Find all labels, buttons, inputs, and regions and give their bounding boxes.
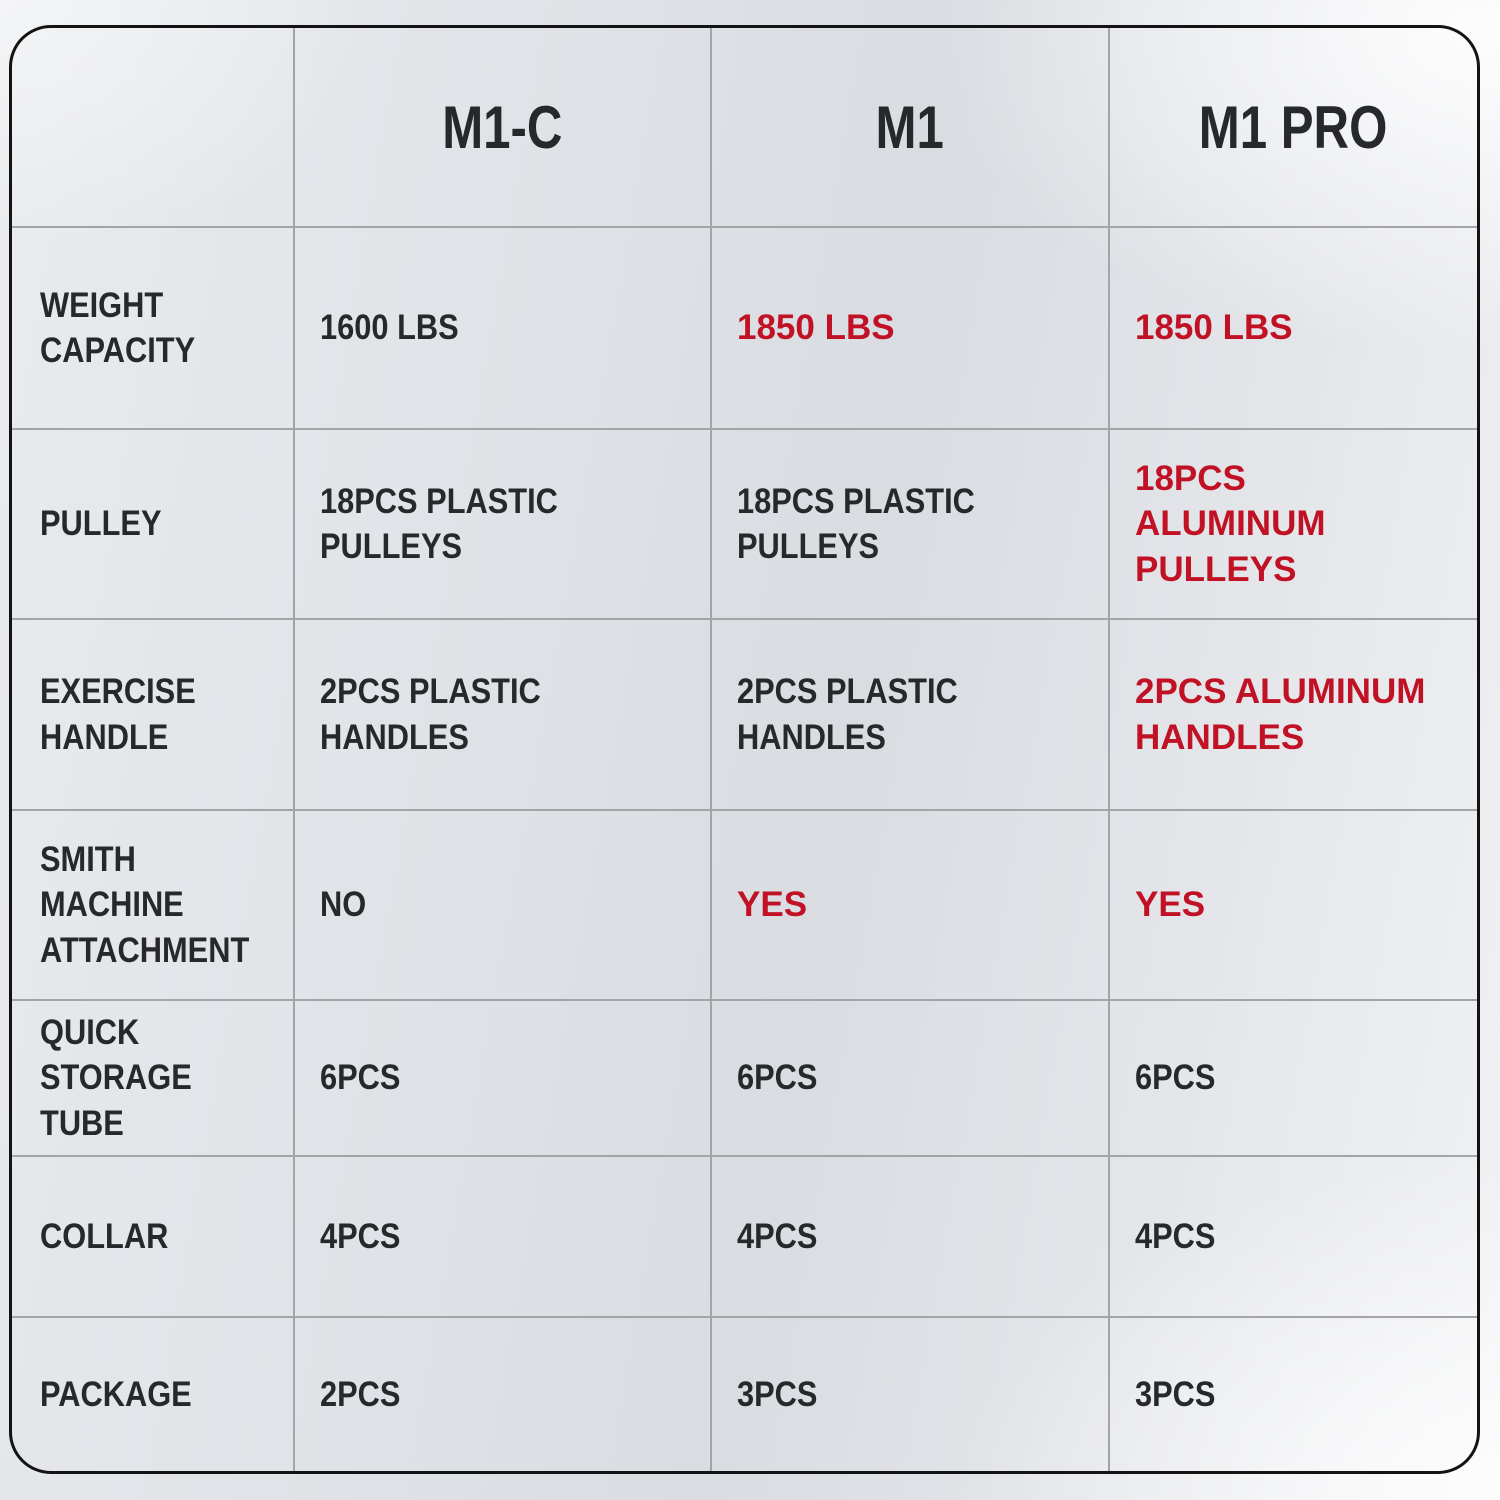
value-collar-m1c: 4PCS <box>295 1157 712 1318</box>
value-quick-storage-m1pro: 6PCS <box>1110 1001 1477 1157</box>
row-label-text: EXERCISE HANDLE <box>40 672 196 757</box>
value-text: 18PCS PLASTIC PULLEYS <box>320 481 558 567</box>
value-smith-machine-m1c: NO <box>295 811 712 1001</box>
value-exercise-handle-m1: 2PCS PLASTIC HANDLES <box>712 620 1110 811</box>
value-text: 1850 LBS <box>737 308 895 348</box>
value-smith-machine-m1: YES <box>712 811 1110 1001</box>
header-cell-m1: M1 <box>712 28 1110 228</box>
value-package-m1c: 2PCS <box>295 1318 712 1471</box>
value-text: 2PCS ALUMINUM HANDLES <box>1135 672 1426 757</box>
row-label-exercise-handle: EXERCISE HANDLE <box>12 620 295 811</box>
value-quick-storage-m1c: 6PCS <box>295 1001 712 1157</box>
value-weight-capacity-m1pro: 1850 LBS <box>1110 228 1477 430</box>
row-label-smith-machine-attachment: SMITH MACHINE ATTACHMENT <box>12 811 295 1001</box>
row-label-text: COLLAR <box>40 1216 169 1256</box>
row-label-text: SMITH MACHINE ATTACHMENT <box>40 839 250 970</box>
row-label-pulley: PULLEY <box>12 430 295 620</box>
comparison-grid: M1-C M1 M1 PRO WEIGHT CAPACITY 1600 LBS … <box>12 28 1477 1471</box>
value-text: 1600 LBS <box>320 308 459 348</box>
header-cell-m1pro: M1 PRO <box>1110 28 1477 228</box>
column-title-m1pro: M1 PRO <box>1199 93 1388 161</box>
header-cell-m1c: M1-C <box>295 28 712 228</box>
value-text: 4PCS <box>1135 1216 1216 1256</box>
value-exercise-handle-m1pro: 2PCS ALUMINUM HANDLES <box>1110 620 1477 811</box>
value-text: 2PCS PLASTIC HANDLES <box>737 672 958 757</box>
row-label-quick-storage-tube: QUICK STORAGE TUBE <box>12 1001 295 1157</box>
value-pulley-m1: 18PCS PLASTIC PULLEYS <box>712 430 1110 620</box>
value-collar-m1pro: 4PCS <box>1110 1157 1477 1318</box>
row-label-weight-capacity: WEIGHT CAPACITY <box>12 228 295 430</box>
value-package-m1pro: 3PCS <box>1110 1318 1477 1471</box>
column-title-m1c: M1-C <box>442 93 563 161</box>
value-text: 4PCS <box>737 1216 818 1256</box>
value-text: 18PCS PLASTIC PULLEYS <box>737 481 975 567</box>
row-label-text: QUICK STORAGE TUBE <box>40 1012 192 1143</box>
comparison-table: M1-C M1 M1 PRO WEIGHT CAPACITY 1600 LBS … <box>9 25 1480 1474</box>
value-weight-capacity-m1: 1850 LBS <box>712 228 1110 430</box>
value-text: YES <box>1135 885 1206 925</box>
value-text: YES <box>737 885 808 925</box>
header-cell-empty <box>12 28 295 228</box>
value-package-m1: 3PCS <box>712 1318 1110 1471</box>
value-text: 2PCS PLASTIC HANDLES <box>320 672 541 757</box>
value-text: NO <box>320 885 367 925</box>
value-weight-capacity-m1c: 1600 LBS <box>295 228 712 430</box>
value-text: 18PCS ALUMINUM PULLEYS <box>1135 458 1326 589</box>
value-smith-machine-m1pro: YES <box>1110 811 1477 1001</box>
value-pulley-m1c: 18PCS PLASTIC PULLEYS <box>295 430 712 620</box>
value-text: 1850 LBS <box>1135 308 1293 348</box>
value-text: 4PCS <box>320 1216 401 1256</box>
value-text: 6PCS <box>737 1058 818 1098</box>
row-label-text: PULLEY <box>40 504 162 544</box>
value-collar-m1: 4PCS <box>712 1157 1110 1318</box>
value-text: 6PCS <box>320 1058 401 1098</box>
value-pulley-m1pro: 18PCS ALUMINUM PULLEYS <box>1110 430 1477 620</box>
value-text: 3PCS <box>1135 1374 1216 1414</box>
value-text: 6PCS <box>1135 1058 1216 1098</box>
row-label-text: PACKAGE <box>40 1374 192 1414</box>
value-quick-storage-m1: 6PCS <box>712 1001 1110 1157</box>
column-title-m1: M1 <box>875 93 945 161</box>
row-label-text: WEIGHT CAPACITY <box>40 285 196 371</box>
row-label-package: PACKAGE <box>12 1318 295 1471</box>
row-label-collar: COLLAR <box>12 1157 295 1318</box>
value-text: 2PCS <box>320 1374 401 1414</box>
value-exercise-handle-m1c: 2PCS PLASTIC HANDLES <box>295 620 712 811</box>
value-text: 3PCS <box>737 1374 818 1414</box>
